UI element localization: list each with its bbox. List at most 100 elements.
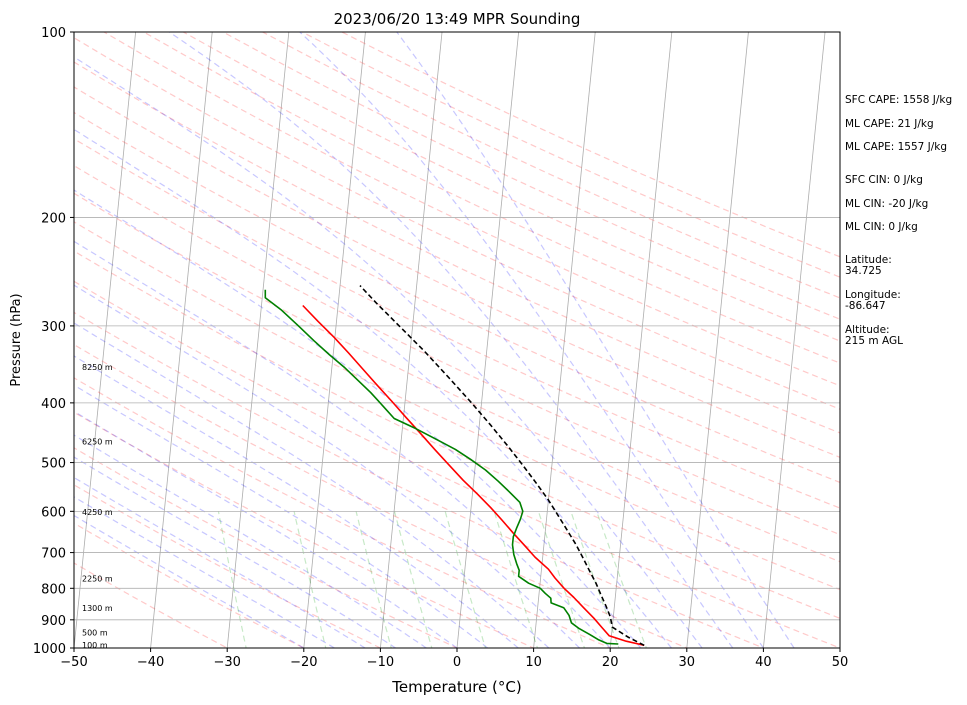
mixing-ratio-line xyxy=(596,511,648,648)
x-tick-label: −10 xyxy=(367,655,394,670)
dry-adiabat-line xyxy=(143,32,840,364)
sounding-traces xyxy=(264,285,645,647)
dry-adiabat-line xyxy=(74,343,689,648)
moist-adiabat-line xyxy=(74,322,550,648)
x-tick-label: 30 xyxy=(679,655,696,670)
moist-adiabat-line xyxy=(74,284,581,648)
dry-adiabat-line xyxy=(74,484,382,648)
height-label: 4250 m xyxy=(82,508,113,517)
dry-adiabat-line xyxy=(74,411,536,648)
dry-adiabat-line xyxy=(74,221,840,591)
dry-adiabat-line xyxy=(74,192,840,563)
series-line-2 xyxy=(359,285,645,647)
x-tick-label: 0 xyxy=(453,655,461,670)
mixing-ratio-line xyxy=(493,511,539,648)
moist-adiabat-line xyxy=(74,128,672,648)
dry-adiabat-line xyxy=(262,32,840,299)
x-tick-label: −40 xyxy=(137,655,164,670)
x-tick-label: 10 xyxy=(525,655,542,670)
pressure-gridlines xyxy=(74,31,840,649)
dry-adiabat-line xyxy=(74,447,459,648)
x-tick-label: 50 xyxy=(832,655,849,670)
y-tick-label: 500 xyxy=(41,457,66,472)
moist-adiabat-line xyxy=(74,384,488,648)
x-axis: −50 −40 −30 −20 −10 0 10 20 30 40 50 xyxy=(60,648,848,670)
mixing-ratio-line xyxy=(444,511,487,648)
moist-adiabat-line xyxy=(74,410,458,648)
mixing-ratio-line xyxy=(537,511,586,648)
dry-adiabat-line xyxy=(74,86,840,459)
longitude-label: Longitude: xyxy=(845,289,901,301)
dry-adiabat-line xyxy=(74,111,840,484)
moist-adiabat-line xyxy=(74,476,366,648)
isotherm-line xyxy=(226,32,290,648)
moist-adiabat-line xyxy=(299,32,764,648)
y-axis-label: Pressure (hPa) xyxy=(9,293,24,386)
isotherm-line xyxy=(303,32,366,648)
x-axis-label: Temperature (°C) xyxy=(391,678,521,696)
y-tick-label: 400 xyxy=(41,397,66,412)
dry-adiabat-line xyxy=(74,164,840,536)
isotherm-line xyxy=(74,32,137,648)
moist-adiabat-line xyxy=(74,355,519,648)
y-tick-label: 800 xyxy=(41,582,66,597)
moist-adiabat-line xyxy=(74,189,642,648)
dry-adiabat-line xyxy=(74,562,229,648)
dry-adiabat-line xyxy=(74,138,840,509)
mixing-ratio-line xyxy=(217,511,247,648)
y-tick-label: 900 xyxy=(41,614,66,629)
latitude-value: 34.725 xyxy=(845,265,882,277)
moist-adiabat-line xyxy=(74,56,703,648)
y-tick-label: 600 xyxy=(41,505,66,520)
x-tick-label: −50 xyxy=(60,655,87,670)
height-label: 100 m xyxy=(82,641,108,650)
series-line-0 xyxy=(302,304,645,647)
height-label: 6250 m xyxy=(82,437,113,446)
dry-adiabat-line xyxy=(74,522,306,648)
altitude-value: 215 m AGL xyxy=(845,335,903,347)
height-labels: 100 m 500 m 1300 m 2250 m 4250 m 6250 m 8250 m xyxy=(82,363,113,650)
chart-title: 2023/06/20 13:49 MPR Sounding xyxy=(334,10,581,28)
dry-adiabat-line xyxy=(74,311,765,648)
y-tick-label: 300 xyxy=(41,320,66,335)
isotherm-line xyxy=(609,32,673,648)
y-tick-label: 700 xyxy=(41,547,66,562)
moist-adiabat-line xyxy=(74,456,397,648)
y-axis: 1000 900 800 700 600 500 400 300 200 100 xyxy=(33,26,74,657)
longitude-value: -86.647 xyxy=(845,300,886,312)
height-label: 500 m xyxy=(82,628,108,637)
dry-adiabat-line xyxy=(74,37,840,410)
y-tick-label: 100 xyxy=(41,26,66,41)
isotherm-line xyxy=(456,32,520,648)
series-line-1 xyxy=(264,289,619,645)
isotherm-line xyxy=(915,18,967,661)
altitude-label: Altitude: xyxy=(845,324,890,336)
moist-adiabat-line xyxy=(396,32,795,648)
dry-adiabat-line xyxy=(74,61,840,434)
height-label: 8250 m xyxy=(82,363,113,372)
dry-adiabat-line xyxy=(183,32,840,342)
plot-frame xyxy=(73,31,841,649)
height-label: 1300 m xyxy=(82,604,113,613)
mixing-ratio-line xyxy=(293,511,327,648)
isotherm-line xyxy=(533,32,596,648)
mixing-ratio-line xyxy=(355,511,392,648)
x-tick-label: 20 xyxy=(602,655,619,670)
latitude-label: Latitude: xyxy=(845,254,892,266)
isotherm-line xyxy=(380,32,443,648)
moist-adiabat-line xyxy=(74,240,611,648)
y-tick-label: 200 xyxy=(41,211,66,226)
dry-adiabat-line xyxy=(74,280,840,648)
isotherm-line xyxy=(686,32,749,648)
x-tick-label: 40 xyxy=(755,655,772,670)
stat-sfc-cin: SFC CIN: 0 J/kg xyxy=(845,174,923,186)
x-tick-label: −20 xyxy=(290,655,317,670)
mixing-ratio-line xyxy=(570,511,620,648)
stat-ml-cape-2: ML CAPE: 1557 J/kg xyxy=(845,141,948,153)
moist-adiabat-line xyxy=(168,32,734,648)
isotherm-line xyxy=(150,32,213,648)
dry-adiabat-line xyxy=(74,250,840,619)
x-tick-label: −30 xyxy=(213,655,240,670)
dry-adiabat-line xyxy=(103,32,840,387)
